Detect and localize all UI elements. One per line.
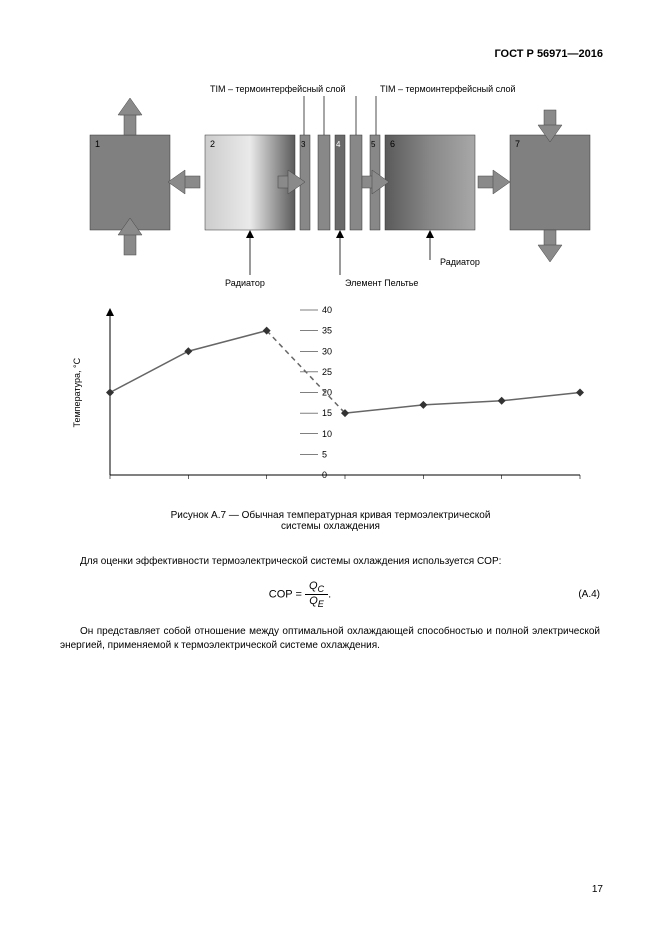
formula-lhs: COP = [269, 589, 302, 601]
peltier-label: Элемент Пельтье [345, 278, 418, 288]
formula-tail: . [328, 589, 331, 601]
caption-line2: системы охлаждения [281, 521, 380, 532]
formula-row: COP = QC QE . (A.4) [60, 580, 600, 609]
formula: COP = QC QE . [60, 580, 540, 609]
arrow-left [168, 170, 200, 194]
formula-den: Q [309, 595, 318, 607]
tim-label-right: TIM – термоинтерфейсный слой [380, 84, 516, 94]
svg-text:10: 10 [322, 429, 332, 439]
paragraph-1: Для оценки эффективности термоэлектричес… [60, 555, 600, 569]
svg-text:5: 5 [322, 449, 327, 459]
page: ГОСТ Р 56971—2016 TIM – термоинтерфейсны… [0, 0, 661, 935]
page-number: 17 [592, 884, 603, 895]
svg-text:20: 20 [322, 388, 332, 398]
formula-den-sub: E [318, 599, 324, 609]
block-7 [510, 135, 590, 230]
radiator-left-label: Радиатор [225, 278, 265, 288]
svg-text:0: 0 [322, 470, 327, 480]
cooling-diagram: TIM – термоинтерфейсный слой TIM – термо… [60, 80, 600, 290]
svg-text:40: 40 [322, 305, 332, 315]
temperature-chart: 0 5 10 15 20 25 30 35 40 Температура, °C [60, 300, 600, 490]
svg-text:25: 25 [322, 367, 332, 377]
block-6-label: 6 [390, 139, 395, 149]
arrow-right [478, 170, 510, 194]
svg-text:15: 15 [322, 408, 332, 418]
svg-text:35: 35 [322, 326, 332, 336]
document-header: ГОСТ Р 56971—2016 [494, 48, 603, 60]
chart-ylabel: Температура, °C [72, 357, 82, 427]
svg-text:30: 30 [322, 346, 332, 356]
formula-num-sub: C [318, 584, 325, 594]
tim-strip-right [350, 135, 362, 230]
arrow-down-out-right [538, 230, 562, 262]
block-2-label: 2 [210, 139, 215, 149]
tim-label-left: TIM – термоинтерфейсный слой [210, 84, 346, 94]
block-5-label: 5 [371, 140, 376, 149]
block-4-label: 4 [336, 140, 341, 149]
caption-line1: Рисунок А.7 — Обычная температурная крив… [171, 510, 491, 521]
block-1 [90, 135, 170, 230]
block-7-label: 7 [515, 139, 520, 149]
formula-num: Q [309, 580, 318, 592]
block-3-label: 3 [301, 140, 306, 149]
radiator-right-label: Радиатор [440, 257, 480, 267]
block-6 [385, 135, 475, 230]
block-4 [335, 135, 345, 230]
figure-caption: Рисунок А.7 — Обычная температурная крив… [0, 510, 661, 532]
block-1-label: 1 [95, 139, 100, 149]
tim-strip-left [318, 135, 330, 230]
paragraph-2: Он представляет собой отношение между оп… [60, 625, 600, 653]
equation-number: (A.4) [540, 589, 600, 600]
arrow-up-left [118, 98, 142, 135]
